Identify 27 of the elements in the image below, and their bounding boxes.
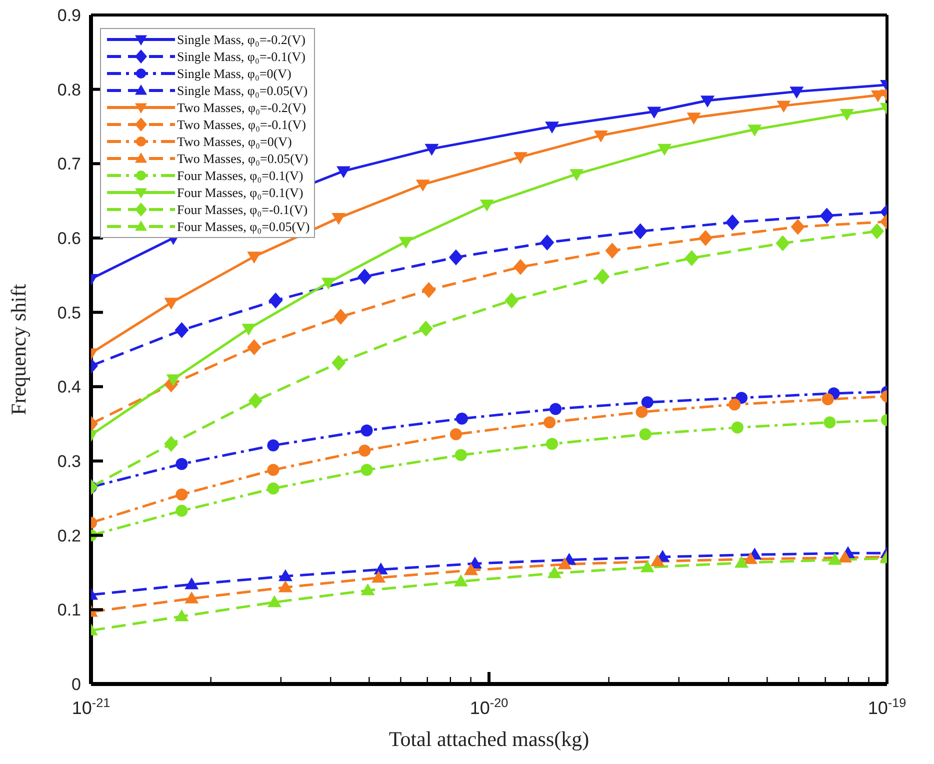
- y-tick-label: 0.9: [57, 6, 81, 25]
- legend-label: Two Masses, φ₀=-0.1(V): [177, 116, 306, 133]
- legend-label: Four Masses, φ₀=0.1(V): [177, 167, 304, 184]
- y-tick-label: 0.8: [57, 80, 81, 100]
- legend-label: Two Masses, φ₀=0.05(V): [177, 150, 308, 167]
- y-tick-label: 0.5: [57, 303, 81, 322]
- y-tick-label: 0: [72, 675, 81, 694]
- x-tick-label: 10$^{-20}$: [470, 696, 508, 718]
- legend-label: Four Masses, φ₀=0.05(V): [177, 218, 310, 235]
- y-axis-title: Frequency shift: [6, 284, 30, 416]
- legend-label: Single Mass, φ₀=-0.2(V): [177, 31, 306, 48]
- x-tick-label: 10$^{-19}$: [868, 696, 906, 718]
- y-tick-label: 0.7: [57, 154, 81, 174]
- y-tick-label: 0.2: [57, 526, 81, 546]
- legend-label: Single Mass, φ₀=0.05(V): [177, 82, 308, 99]
- legend-label: Four Masses, φ₀=0.1(V): [177, 184, 304, 201]
- legend-label: Two Masses, φ₀=0(V): [177, 133, 292, 150]
- x-axis-title: Total attached mass(kg): [388, 727, 590, 751]
- legend-label: Single Mass, φ₀=-0.1(V): [177, 48, 306, 65]
- legend-label: Two Masses, φ₀=-0.2(V): [177, 99, 306, 116]
- legend-label: Single Mass, φ₀=0(V): [177, 65, 292, 82]
- y-tick-label: 0.4: [57, 378, 81, 397]
- y-tick-label: 0.1: [57, 600, 81, 620]
- x-tick-label: 10$^{-21}$: [72, 696, 110, 718]
- legend-label: Four Masses, φ₀=-0.1(V): [177, 201, 308, 218]
- y-tick-label: 0.3: [57, 452, 81, 471]
- y-tick-label: 0.6: [57, 229, 81, 248]
